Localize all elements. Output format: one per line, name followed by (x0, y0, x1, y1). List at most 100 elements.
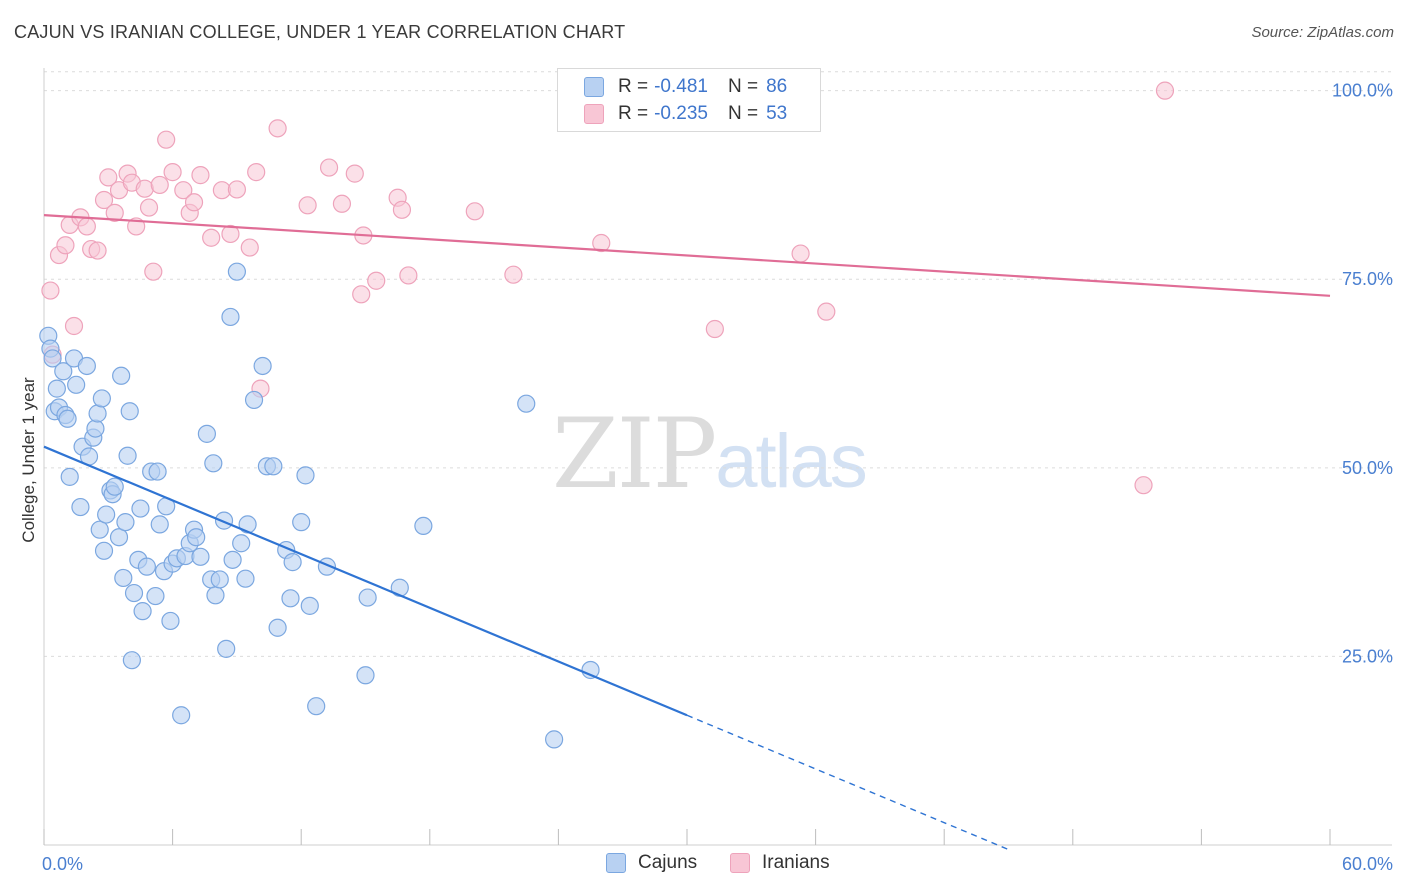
cajun-point (356, 666, 375, 685)
cajun-point (105, 477, 124, 496)
legend-item-cajuns[interactable]: Cajuns (606, 852, 697, 874)
stats-legend: R = -0.481 N = 86 R = -0.235 N = 53 (557, 68, 821, 132)
iranian-trend-line (43, 214, 1331, 297)
cajun-point (281, 589, 300, 608)
iranian-point (174, 181, 193, 200)
x-tick-label: 60.0% (1342, 854, 1393, 874)
iranian-point (94, 190, 114, 210)
cajun-point (206, 586, 225, 605)
iranian-point (64, 316, 84, 336)
cajun-point (131, 499, 150, 518)
n-value: 86 (766, 76, 788, 97)
cajun-point (86, 419, 105, 438)
r-value: -0.481 (654, 76, 708, 97)
cajun-point (71, 497, 90, 517)
iranians-swatch (584, 104, 604, 124)
iranian-point (202, 228, 221, 247)
iranian-point (791, 244, 810, 263)
cajun-point (133, 602, 152, 621)
iranian-point (705, 319, 724, 339)
cajun-point (227, 262, 246, 281)
iranian-point (144, 262, 163, 281)
legend-item-iranians[interactable]: Iranians (730, 852, 830, 874)
r-value: -0.235 (654, 103, 708, 124)
cajun-point (137, 557, 156, 576)
cajun-point (545, 730, 564, 749)
iranian-point (150, 175, 169, 195)
n-label: N = (727, 103, 759, 124)
iranian-point (399, 266, 418, 285)
cajun-point (217, 639, 236, 658)
iranian-point (465, 202, 484, 221)
iranian-point (135, 179, 154, 198)
cajun-point (146, 586, 165, 606)
y-tick-label: 25.0% (1342, 646, 1393, 666)
cajun-trend-line (43, 445, 688, 717)
iranian-point (184, 193, 204, 212)
cajun-point (94, 541, 114, 560)
n-value: 53 (766, 103, 788, 124)
iranian-point (352, 285, 371, 304)
iranian-point (392, 200, 412, 219)
cajun-point (60, 467, 79, 486)
watermark-zip: ZIP (552, 398, 717, 510)
iranian-point (1155, 81, 1175, 100)
iranian-point (56, 236, 75, 255)
cajuns-swatch (606, 853, 626, 873)
iranian-point (77, 217, 96, 236)
iranian-point (191, 166, 210, 185)
cajun-point (214, 511, 234, 530)
iranian-point (99, 168, 118, 187)
legend-row-cajuns: R = -0.481 N = 86 (558, 74, 787, 100)
points-layer (39, 81, 1175, 749)
cajun-point (236, 569, 255, 588)
cajun-point (148, 462, 167, 481)
cajun-point (283, 553, 302, 572)
cajun-point (187, 528, 206, 547)
cajun-point (414, 516, 433, 536)
cajun-point (223, 550, 242, 569)
iranian-point (157, 130, 176, 149)
cajun-point (90, 520, 109, 539)
trend-layer (43, 214, 1331, 851)
cajun-point (88, 404, 107, 423)
iranian-point (221, 224, 240, 244)
cajun-point (253, 356, 272, 376)
iranian-point (41, 281, 60, 300)
cajun-point (114, 568, 133, 588)
iranian-point (240, 238, 259, 257)
cajun-point (54, 362, 73, 381)
watermark: ZIPatlas (552, 398, 868, 510)
x-tick-label: 0.0% (42, 854, 83, 874)
cajun-point (116, 513, 135, 532)
iranian-point (88, 241, 107, 260)
cajun-point (244, 390, 264, 410)
cajun-point (43, 349, 62, 368)
cajun-point (109, 528, 129, 547)
cajun-point (161, 611, 180, 631)
cajun-point (150, 515, 169, 534)
cajun-trend-extension (686, 714, 1009, 851)
cajun-point (77, 356, 96, 376)
cajun-point (296, 466, 315, 485)
grid-layer (44, 71, 1392, 657)
y-tick-label: 100.0% (1332, 81, 1393, 101)
label-layer: 25.0% 50.0% 75.0% 100.0% 0.0% 60.0% (42, 81, 1393, 874)
axis-layer (43, 68, 1392, 846)
iranian-point (298, 196, 317, 215)
cajun-point (122, 651, 141, 670)
cajun-point (197, 424, 216, 443)
cajun-point (47, 379, 66, 398)
watermark-atlas: atlas (715, 419, 868, 504)
iranian-point (1134, 476, 1153, 495)
legend-label-cajuns: Cajuns (638, 852, 698, 873)
n-label: N = (727, 76, 759, 97)
source-label: Source: ZipAtlas.com (1251, 24, 1394, 41)
cajuns-swatch (584, 77, 604, 97)
iranian-point (105, 203, 124, 222)
y-axis-title: College, Under 1 year (19, 377, 38, 543)
iranian-point (319, 158, 339, 177)
iranian-point (817, 302, 836, 321)
iranian-point (592, 233, 611, 253)
